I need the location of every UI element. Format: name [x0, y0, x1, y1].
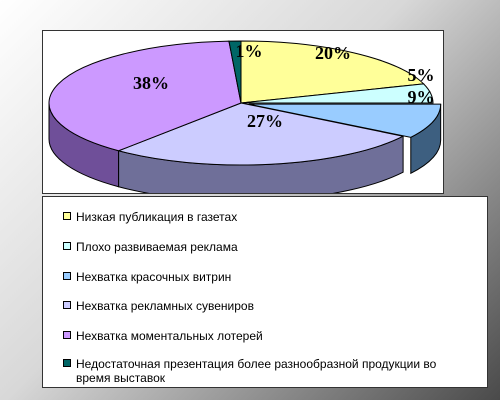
pie-slice: [240, 40, 425, 104]
legend-label: Нехватка моментальных лотерей: [76, 329, 263, 343]
legend-label: Недостаточная презентация более разнообр…: [76, 357, 437, 385]
pie-slice: [240, 83, 434, 104]
legend-item: Недостаточная презентация более разнообр…: [63, 357, 473, 385]
legend-label: Нехватка рекламных сувениров: [76, 299, 254, 313]
pie-slice: [228, 40, 242, 104]
chart-frame: 20% 5% 9% 27% 38% 1% Низкая публикация в газе…: [8, 8, 492, 392]
slice-value-label: 20%: [315, 43, 351, 63]
legend-item: Плохо развиваемая реклама: [63, 240, 473, 254]
legend-swatch: [63, 331, 71, 339]
pie-slice: [48, 40, 242, 152]
legend: Низкая публикация в газетах Плохо развив…: [42, 196, 488, 388]
legend-label: Низкая публикация в газетах: [76, 210, 238, 224]
pie-slice: [117, 102, 405, 166]
legend-item: Нехватка рекламных сувениров: [63, 299, 473, 313]
slice-value-label: 9%: [408, 87, 435, 107]
legend-item: Нехватка красочных витрин: [63, 270, 473, 284]
slice-value-label: 38%: [133, 73, 169, 93]
legend-swatch: [63, 301, 71, 309]
legend-item: Нехватка моментальных лотерей: [63, 329, 473, 343]
slice-value-label: 27%: [247, 111, 283, 131]
pie-chart: 20% 5%9% 27% 38% 1%: [48, 40, 442, 202]
slice-value-label: 1%: [236, 41, 263, 61]
legend-label: Плохо развиваемая реклама: [76, 240, 238, 254]
pie-slice: [248, 103, 442, 138]
slice-value-label: 5%: [408, 65, 435, 85]
legend-swatch: [63, 212, 71, 220]
legend-label: Нехватка красочных витрин: [76, 270, 232, 284]
legend-swatch: [63, 272, 71, 280]
plot-area: 20% 5% 9% 27% 38% 1%: [42, 30, 444, 202]
legend-item: Низкая публикация в газетах: [63, 210, 473, 224]
legend-swatch: [63, 242, 71, 250]
legend-swatch: [63, 359, 71, 367]
